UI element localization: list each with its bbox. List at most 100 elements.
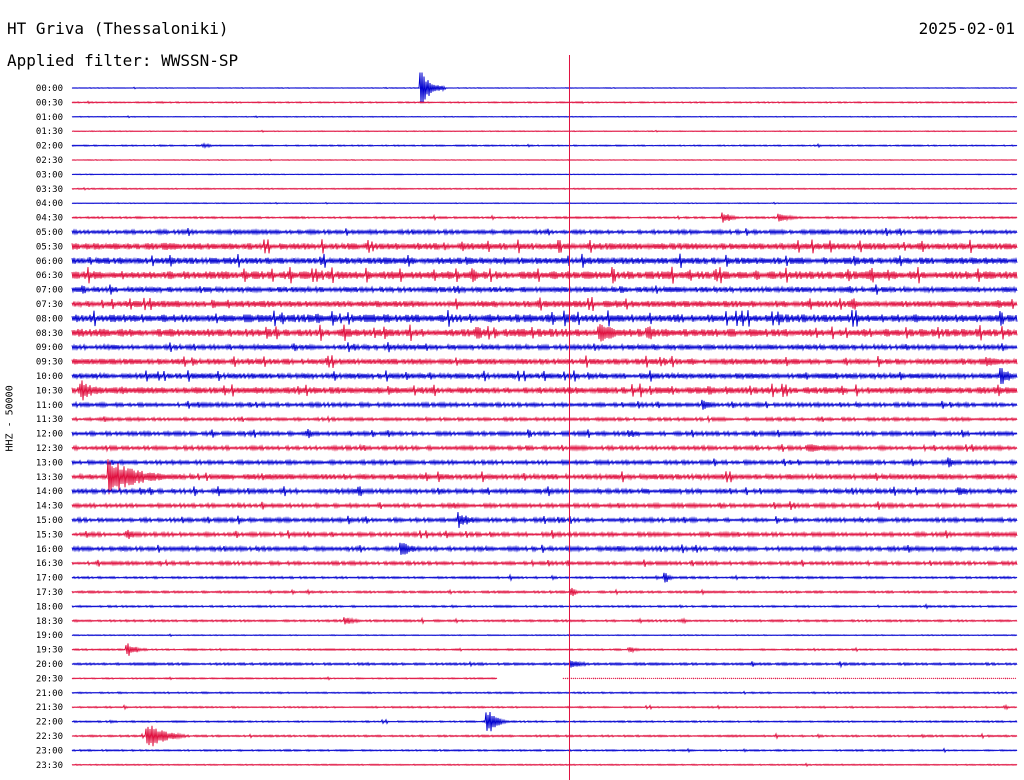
trace-1630 [71,558,1018,568]
trace-0900 [71,342,1018,353]
row-label-1600: 16:00 [36,545,63,555]
trace-1930 [71,643,1018,656]
row-label-1700: 17:00 [36,574,63,584]
row-label-2330: 23:30 [36,761,63,771]
trace-2230 [71,725,1018,747]
row-label-1300: 13:00 [36,458,63,468]
row-label-1500: 15:00 [36,516,63,526]
row-label-2000: 20:00 [36,660,63,670]
row-label-1730: 17:30 [36,588,63,598]
trace-0030 [71,100,1018,105]
row-label-1830: 18:30 [36,617,63,627]
trace-2000 [71,660,1018,669]
row-label-0100: 01:00 [36,113,63,123]
trace-0730 [71,296,1018,312]
row-label-2230: 22:30 [36,732,63,742]
trace-2030 [71,676,1017,681]
trace-0930 [71,355,1018,368]
row-label-1400: 14:00 [36,487,63,497]
trace-1530 [71,529,1018,539]
date-label: 2025-02-01 [918,19,1015,38]
trace-0700 [71,284,1018,295]
trace-2200 [71,711,1018,732]
row-label-0400: 04:00 [36,199,63,209]
row-label-0030: 00:30 [36,98,63,108]
trace-0230 [71,158,1018,162]
row-label-1630: 16:30 [36,559,63,569]
row-label-1030: 10:30 [36,386,63,396]
row-label-0830: 08:30 [36,329,63,339]
row-label-1530: 15:30 [36,530,63,540]
row-label-1800: 18:00 [36,602,63,612]
row-label-2100: 21:00 [36,689,63,699]
trace-1700 [71,572,1018,583]
trace-0530 [71,239,1018,254]
trace-1730 [71,587,1018,597]
row-label-1130: 11:30 [36,415,63,425]
trace-0100 [71,115,1018,119]
trace-1130 [71,414,1018,424]
trace-0500 [71,227,1018,237]
trace-1900 [71,633,1018,638]
trace-0430 [71,212,1018,223]
row-label-0730: 07:30 [36,300,63,310]
row-label-1000: 10:00 [36,372,63,382]
trace-0630 [71,266,1018,284]
row-label-1900: 19:00 [36,631,63,641]
trace-0600 [71,253,1018,268]
row-label-0130: 01:30 [36,127,63,137]
row-label-0630: 06:30 [36,271,63,281]
trace-0830 [71,324,1018,342]
row-label-0300: 03:00 [36,170,63,180]
row-label-1330: 13:30 [36,473,63,483]
trace-2300 [71,747,1018,754]
trace-1600 [71,542,1018,555]
row-label-1930: 19:30 [36,646,63,656]
row-label-1200: 12:00 [36,430,63,440]
row-label-1230: 12:30 [36,444,63,454]
row-label-2300: 23:00 [36,746,63,756]
row-label-0330: 03:30 [36,185,63,195]
trace-0130 [71,129,1018,133]
trace-2100 [71,690,1018,696]
row-label-2200: 22:00 [36,718,63,728]
trace-1400 [71,486,1018,497]
station-title: HT Griva (Thessaloniki) [7,19,229,38]
trace-1830 [71,616,1018,625]
row-label-0700: 07:00 [36,286,63,296]
row-label-0500: 05:00 [36,228,63,238]
row-label-1430: 14:30 [36,502,63,512]
trace-2330 [71,762,1018,768]
filter-label: Applied filter: WWSSN-SP [7,51,239,70]
trace-0200 [71,142,1018,149]
trace-0000 [71,72,1018,104]
trace-0330 [71,186,1018,191]
row-label-0800: 08:00 [36,314,63,324]
row-label-0930: 09:30 [36,358,63,368]
trace-1030 [71,380,1018,401]
row-label-0430: 04:30 [36,214,63,224]
row-label-0230: 02:30 [36,156,63,166]
trace-1330 [71,459,1018,495]
trace-0400 [71,201,1018,205]
trace-1200 [71,429,1018,439]
row-label-2130: 21:30 [36,703,63,713]
trace-1100 [71,399,1018,410]
trace-1230 [71,443,1018,453]
trace-1800 [71,603,1018,610]
trace-0300 [71,173,1018,176]
row-label-0600: 06:00 [36,257,63,267]
row-label-0000: 00:00 [36,84,63,94]
trace-1430 [71,501,1018,510]
row-label-0900: 09:00 [36,343,63,353]
trace-1500 [71,512,1018,528]
row-label-0530: 05:30 [36,242,63,252]
trace-2130 [71,703,1018,711]
trace-1000 [71,367,1018,385]
row-label-1100: 11:00 [36,401,63,411]
trace-0800 [71,310,1018,327]
row-label-2030: 20:30 [36,674,63,684]
row-label-0200: 02:00 [36,142,63,152]
trace-1300 [71,457,1018,468]
